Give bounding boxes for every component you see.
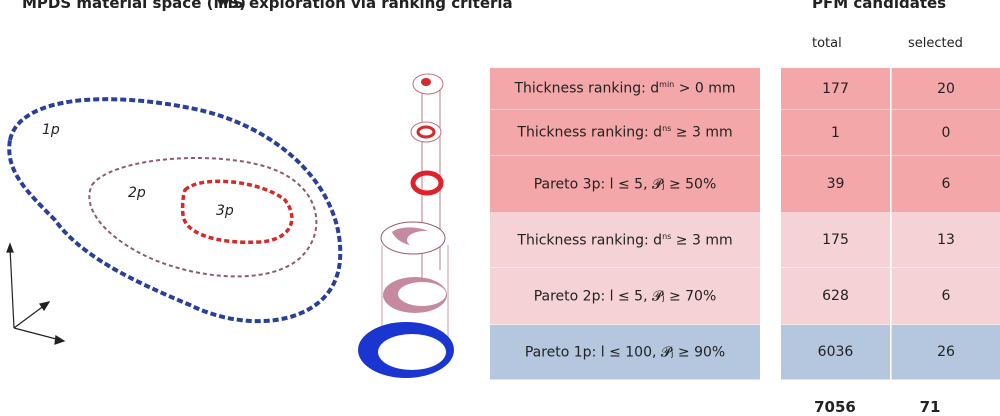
- slice-3: [410, 170, 444, 196]
- total-cell: 6036: [781, 325, 890, 380]
- criterion-label: Pareto 1p: l ≤ 100, 𝓟ⱼ ≥ 90%: [524, 344, 726, 361]
- criterion-row: Pareto 3p: l ≤ 5, 𝓟ⱼ ≥ 50%: [490, 156, 760, 213]
- total-cell: 39: [781, 156, 890, 213]
- criterion-row: Pareto 1p: l ≤ 100, 𝓟ⱼ ≥ 90%: [490, 325, 760, 380]
- total-column-header: total: [812, 36, 842, 51]
- selected-cell: 0: [891, 110, 1000, 156]
- stacked-ranking-illustration: [358, 73, 454, 378]
- exploration-heading: MS exploration via ranking criteria: [218, 0, 513, 12]
- criterion-label: Thickness ranking: dns ≥ 3 mm: [517, 124, 733, 141]
- slice-2: [410, 121, 442, 143]
- criterion-label: Thickness ranking: dmin > 0 mm: [514, 80, 736, 97]
- total-value: 628: [822, 288, 849, 304]
- total-cell: 175: [781, 213, 890, 268]
- grand-selected: 71: [919, 398, 941, 416]
- criterion-row: Pareto 2p: l ≤ 5, 𝓟ⱼ ≥ 70%: [490, 268, 760, 325]
- region-3p-outline: [180, 179, 294, 245]
- total-value: 6036: [817, 344, 854, 360]
- criterion-label: Pareto 3p: l ≤ 5, 𝓟ⱼ ≥ 50%: [533, 176, 717, 193]
- selected-value: 6: [941, 288, 951, 304]
- region-2p-label: 2p: [128, 185, 146, 201]
- selected-cell: 6: [891, 268, 1000, 325]
- criterion-label: Thickness ranking: dns ≥ 3 mm: [517, 231, 733, 249]
- selected-value: 0: [941, 124, 951, 141]
- region-1p-outline: [7, 97, 343, 324]
- exploration-heading-text: MS exploration via ranking criteria: [218, 0, 513, 12]
- region-1p-label: 1p: [42, 122, 60, 138]
- region-2p-outline: [88, 157, 318, 278]
- total-value: 39: [826, 176, 845, 192]
- total-cell: 1: [781, 110, 890, 156]
- selected-value: 26: [937, 344, 955, 360]
- selected-cell: 26: [891, 325, 1000, 380]
- selected-cell: 13: [891, 213, 1000, 268]
- selected-value: 20: [937, 80, 955, 97]
- selected-value: 6: [941, 176, 951, 192]
- selected-cell: 6: [891, 156, 1000, 213]
- material-space-diagram: [6, 73, 454, 378]
- total-value: 177: [822, 80, 849, 97]
- criterion-row: Thickness ranking: dns ≥ 3 mm: [490, 213, 760, 268]
- selected-column-header: selected: [908, 36, 963, 51]
- selected-cell: 20: [891, 68, 1000, 110]
- material-space-heading: MPDS material space (MS): [22, 0, 247, 12]
- grand-total: 7056: [814, 398, 856, 416]
- criterion-row: Thickness ranking: dmin > 0 mm: [490, 68, 760, 110]
- axes-icon: [6, 242, 66, 345]
- total-value: 1: [831, 124, 840, 141]
- region-3p-label: 3p: [216, 203, 234, 219]
- criterion-row: Thickness ranking: dns ≥ 3 mm: [490, 110, 760, 156]
- candidates-heading: PFM candidates: [812, 0, 947, 12]
- total-cell: 628: [781, 268, 890, 325]
- total-value: 175: [822, 232, 849, 248]
- criterion-label: Pareto 2p: l ≤ 5, 𝓟ⱼ ≥ 70%: [533, 288, 717, 305]
- selected-value: 13: [937, 232, 955, 248]
- total-cell: 177: [781, 68, 890, 110]
